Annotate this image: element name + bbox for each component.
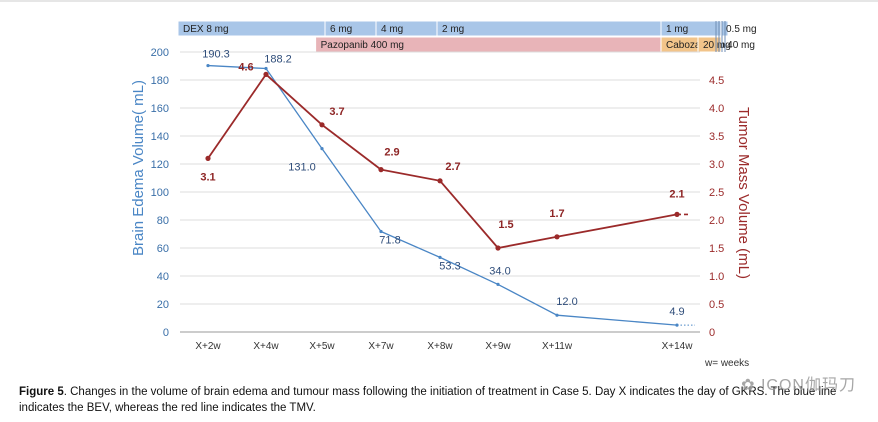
left-tick-label: 120 [151, 159, 169, 171]
figure-caption: Figure 5. Changes in the volume of brain… [19, 384, 869, 416]
treatment-segment-label: 20 mg [703, 40, 731, 51]
right-tick-label: 4.0 [709, 103, 724, 115]
data-point [495, 245, 501, 251]
data-label: 131.0 [288, 162, 316, 174]
data-series: 190.3 188.2 131.0 71.8 53.3 34.0 12.0 4.9 3.1 4.6… [200, 49, 695, 327]
left-tick-label: 100 [151, 187, 169, 199]
watermark-logo: ✿ ICON伽玛刀 [741, 377, 856, 394]
treatment-segment-label: Pazopanib 400 mg [321, 40, 404, 51]
data-point [554, 234, 560, 240]
right-tick-label: 2.0 [709, 215, 724, 227]
brain-edema-line [207, 64, 678, 326]
treatment-segment-label: 2 mg [442, 24, 464, 35]
data-point [320, 147, 324, 151]
left-tick-label: 200 [151, 47, 169, 59]
right-tick-label: 3.0 [709, 159, 724, 171]
data-point [438, 255, 442, 259]
data-label: 190.3 [202, 49, 230, 61]
data-label: 1.5 [498, 219, 513, 231]
data-label: 2.1 [669, 188, 684, 200]
treatment-segment-label: 4 mg [381, 24, 403, 35]
data-point [379, 229, 383, 234]
x-tick-label: X+2w [195, 341, 221, 352]
treatment-segment-label: 0.5 mg [726, 24, 757, 35]
x-tick-label: X+14w [662, 341, 694, 352]
left-y-axis-ticks: 0 20 40 60 80 100 120 140 160 180 200 [151, 47, 169, 339]
data-label: 53.3 [439, 260, 460, 272]
data-point [264, 66, 268, 71]
grid-lines [180, 51, 700, 333]
data-label: 2.7 [445, 161, 460, 173]
right-tick-label: 3.5 [709, 131, 724, 143]
data-label: 4.9 [669, 306, 684, 318]
watermark-text: ICON伽玛刀 [760, 377, 856, 394]
caption-text: . Changes in the volume of brain edema a… [19, 386, 837, 414]
right-tick-label: 0.5 [709, 299, 724, 311]
right-tick-label: 1.0 [709, 271, 724, 283]
data-point [496, 282, 500, 286]
data-point [205, 155, 211, 161]
data-point [378, 167, 384, 173]
data-label: 2.9 [384, 147, 399, 159]
right-tick-label: 0 [709, 327, 715, 339]
left-tick-label: 160 [151, 103, 169, 115]
data-point [675, 323, 679, 327]
treatment-segment-label: 6 mg [330, 24, 352, 35]
x-tick-label: X+11w [542, 341, 573, 352]
left-tick-label: 80 [157, 215, 169, 227]
treatment-bars: DEX 8 mg 6 mg 4 mg 2 mg 1 mg 0.5 mg Pazopanib … [177, 20, 757, 53]
left-y-axis-label: Brain Edema Volume( mL) [130, 80, 147, 256]
left-tick-label: 40 [157, 271, 169, 283]
data-point [206, 63, 210, 68]
x-tick-label: X+5w [309, 341, 335, 352]
left-tick-label: 180 [151, 75, 169, 87]
data-point [674, 211, 680, 217]
tumor-mass-line [207, 73, 678, 249]
left-tick-label: 140 [151, 131, 169, 143]
right-tick-label: 1.5 [709, 243, 724, 255]
x-unit-note: w= weeks [704, 358, 749, 369]
right-y-axis-label: Tumor Mass Volume (mL) [735, 107, 752, 279]
x-tick-label: X+7w [368, 341, 394, 352]
left-tick-label: 60 [157, 243, 169, 255]
data-label: 3.1 [200, 171, 215, 183]
figure-label: Figure 5 [19, 386, 64, 398]
data-label: 71.8 [379, 234, 400, 246]
treatment-segment [436, 20, 662, 37]
right-tick-label: 4.5 [709, 75, 724, 87]
left-tick-label: 0 [163, 327, 169, 339]
x-axis-ticks: X+2w X+4w X+5w X+7w X+8w X+9w X+11w X+14w [195, 341, 693, 352]
x-tick-label: X+9w [485, 341, 511, 352]
data-label: 12.0 [556, 296, 577, 308]
x-tick-label: X+4w [253, 341, 279, 352]
treatment-segment-label: DEX 8 mg [183, 24, 229, 35]
data-label: 1.7 [549, 208, 564, 220]
right-y-axis-ticks: 0 0.5 1.0 1.5 2.0 2.5 3.0 3.5 4.0 4.5 [709, 75, 724, 339]
data-point [555, 313, 559, 317]
data-label: 4.6 [238, 61, 253, 73]
data-label: 3.7 [329, 106, 344, 118]
data-point [263, 71, 269, 77]
data-point [319, 122, 325, 128]
treatment-segment-label: 1 mg [666, 24, 688, 35]
data-label: 188.2 [264, 54, 292, 66]
left-tick-label: 20 [157, 299, 169, 311]
right-tick-label: 2.5 [709, 187, 724, 199]
treatment-segment [697, 36, 722, 53]
data-point [437, 178, 443, 184]
data-label: 34.0 [489, 265, 510, 277]
x-tick-label: X+8w [427, 341, 453, 352]
